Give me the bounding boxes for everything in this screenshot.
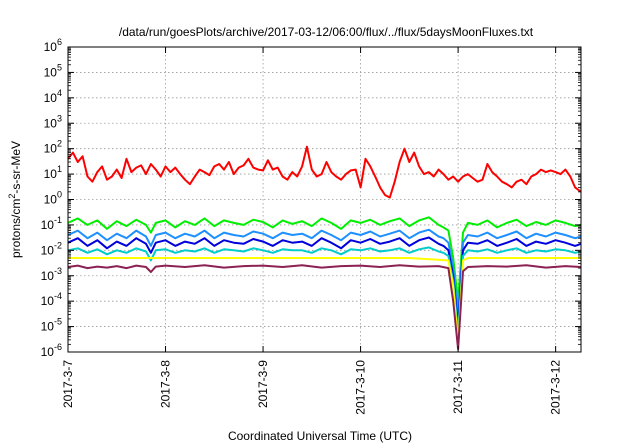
y-tick-label-base: 10	[41, 320, 55, 334]
series-line-5	[67, 246, 582, 336]
series-line-7	[67, 264, 582, 351]
y-tick-label: 105	[44, 62, 62, 79]
axis-ticks	[67, 46, 581, 353]
x-tick-label: 2017-3-12	[549, 360, 563, 415]
y-tick-label: 10-3	[41, 266, 62, 283]
y-tick-label-exponent: 2	[57, 139, 62, 149]
y-axis-label-post: -s-sr-MeV	[9, 141, 23, 194]
chart-title: /data/run/goesPlots/archive/2017-03-12/0…	[119, 25, 534, 39]
y-tick-label-base: 10	[41, 294, 55, 308]
series-group	[67, 145, 582, 351]
y-tick-label: 100	[44, 190, 62, 207]
y-tick-label-base: 10	[41, 269, 55, 283]
y-axis-label-pre: protons/cm	[9, 199, 23, 258]
y-tick-label-base: 10	[44, 167, 58, 181]
y-tick-label-exponent: 6	[57, 37, 62, 47]
y-tick-label: 10-6	[41, 342, 62, 359]
x-axis-label: Coordinated Universal Time (UTC)	[228, 429, 412, 443]
y-tick-label-exponent: -5	[54, 317, 62, 327]
y-tick-label-base: 10	[44, 142, 58, 156]
y-tick-label-exponent: -4	[54, 291, 62, 301]
y-tick-label-base: 10	[44, 193, 58, 207]
x-tick-label: 2017-3-9	[256, 360, 270, 408]
y-tick-label-exponent: 3	[57, 113, 62, 123]
grid	[68, 47, 581, 352]
series-line-4	[67, 236, 582, 328]
y-tick-label: 103	[44, 113, 62, 130]
y-tick-label: 102	[44, 139, 62, 156]
x-tick-labels: 2017-3-7 2017-3-8 2017-3-9 2017-3-10 2017-3-…	[61, 360, 563, 415]
y-tick-label-exponent: -3	[54, 266, 62, 276]
y-tick-label-exponent: -2	[54, 240, 62, 250]
series-line-2	[67, 216, 582, 303]
y-tick-label-base: 10	[44, 91, 58, 105]
y-tick-label-exponent: 0	[57, 190, 62, 200]
x-tick-label: 2017-3-8	[159, 360, 173, 408]
y-tick-labels: 10-610-510-410-310-210-11001011021031041…	[41, 37, 62, 359]
y-tick-label-exponent: 5	[57, 62, 62, 72]
x-tick-label: 2017-3-11	[451, 360, 465, 414]
y-tick-label: 10-4	[41, 291, 62, 308]
series-line-6	[68, 257, 581, 346]
y-tick-label: 104	[44, 88, 62, 105]
series-line-1	[67, 145, 582, 199]
y-tick-label-exponent: 4	[57, 88, 62, 98]
y-tick-label: 106	[44, 37, 62, 54]
y-tick-label-base: 10	[41, 243, 55, 257]
y-tick-label: 10-1	[41, 215, 62, 232]
y-tick-label-exponent: -6	[54, 342, 62, 352]
y-tick-label: 101	[44, 164, 62, 181]
y-tick-label: 10-2	[41, 240, 62, 257]
x-tick-label: 2017-3-7	[61, 360, 75, 408]
y-tick-label: 10-5	[41, 317, 62, 334]
y-tick-label-base: 10	[44, 65, 58, 79]
series-line-3	[67, 228, 582, 316]
y-axis-label: protons/cm2-s-sr-MeV	[7, 141, 23, 258]
x-tick-label: 2017-3-10	[354, 360, 368, 415]
y-tick-label-base: 10	[44, 40, 58, 54]
y-tick-label-exponent: -1	[54, 215, 62, 225]
y-tick-label-base: 10	[41, 218, 55, 232]
y-tick-label-exponent: 1	[57, 164, 62, 174]
y-axis-label-sup: 2	[7, 194, 17, 199]
y-tick-label-base: 10	[41, 345, 55, 359]
y-tick-label-base: 10	[44, 116, 58, 130]
